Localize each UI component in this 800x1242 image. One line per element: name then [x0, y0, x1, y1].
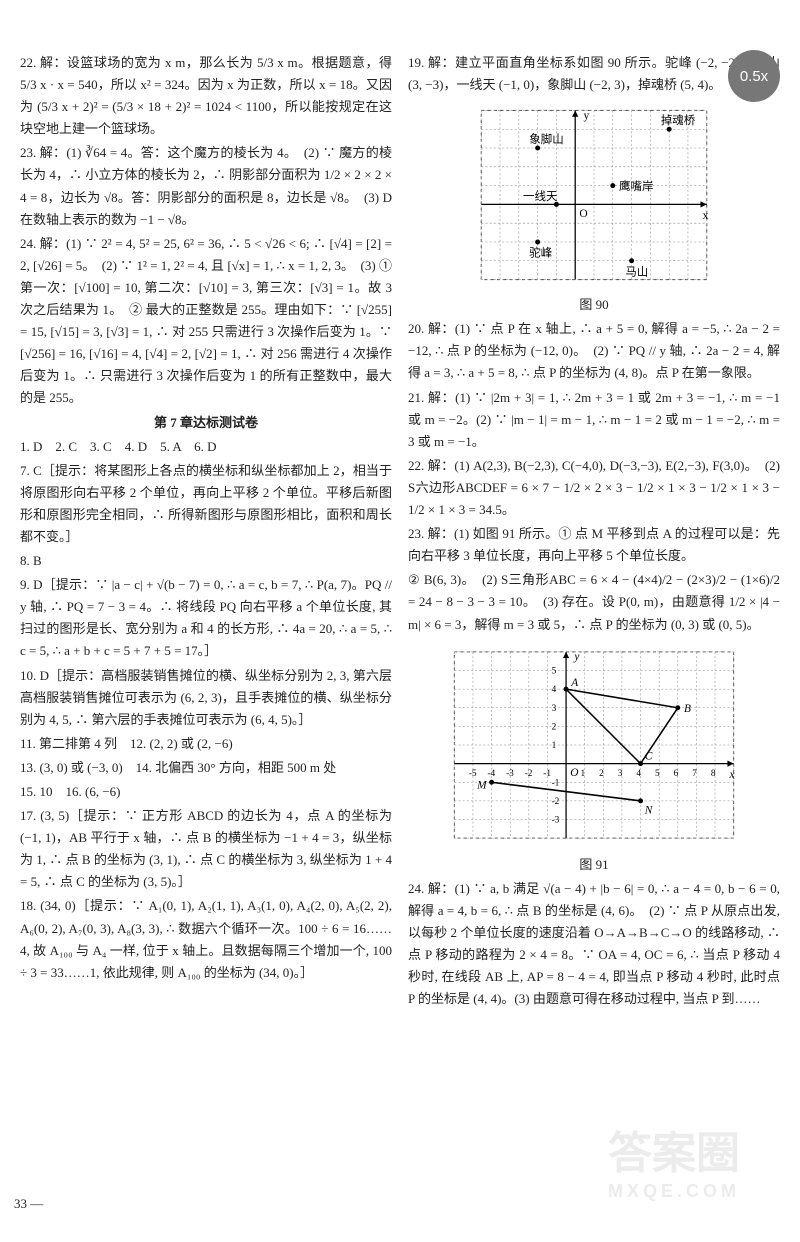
svg-text:-3: -3	[552, 815, 560, 825]
svg-text:马山: 马山	[625, 266, 648, 279]
svg-text:6: 6	[674, 769, 679, 779]
problem-19: 19. 解：建立平面直角坐标系如图 90 所示。驼峰 (−2, −2)，马山 (…	[408, 52, 780, 96]
answer-9: 9. D［提示：∵ |a − c| + √(b − 7) = 0, ∴ a = …	[20, 574, 392, 662]
figure-91: -5 -4 -3 -2 -1 1 2 3 4 5 6 7 8 -3 -2 -1 1 2 3 4 5 A B C M N Ox y	[444, 640, 744, 850]
svg-text:3: 3	[618, 769, 623, 779]
svg-text:x: x	[729, 769, 735, 781]
answers-11-12: 11. 第二排第 4 列 12. (2, 2) 或 (2, −6)	[20, 733, 392, 755]
wm-line2: MXQE.COM	[608, 1181, 740, 1202]
chapter-title: 第 7 章达标测试卷	[20, 412, 392, 434]
svg-text:4: 4	[552, 685, 557, 695]
svg-text:-2: -2	[552, 797, 560, 807]
svg-text:-5: -5	[469, 769, 477, 779]
answer-7: 7. C［提示：将某图形上各点的横坐标和纵坐标都加上 2，相当于将原图形向右平移…	[20, 460, 392, 548]
problem-23: 23. 解：(1) ∛64 = 4。答：这个魔方的棱长为 4。 (2) ∵ 魔方…	[20, 142, 392, 230]
svg-text:M: M	[476, 779, 487, 791]
problem-23b: ② B(6, 3)。 (2) S三角形ABC = 6 × 4 − (4×4)/2…	[408, 569, 780, 635]
page-number: 33 —	[14, 1196, 43, 1212]
answer-18: 18. (34, 0)［提示：∵ A₁(0, 1), A₂(1, 1), A₃(…	[20, 895, 392, 983]
figure-91-caption: 图 91	[408, 854, 780, 876]
problem-22: 22. 解：设篮球场的宽为 x m，那么长为 5/3 x m。根据题意，得 5/…	[20, 52, 392, 140]
answers-15-16: 15. 10 16. (6, −6)	[20, 781, 392, 803]
svg-text:A: A	[570, 677, 578, 689]
page-container: 22. 解：设篮球场的宽为 x m，那么长为 5/3 x m。根据题意，得 5/…	[0, 0, 800, 1032]
svg-text:掉魂桥: 掉魂桥	[661, 113, 696, 127]
svg-text:2: 2	[599, 769, 604, 779]
svg-text:x: x	[703, 210, 709, 222]
svg-text:1: 1	[552, 741, 557, 751]
right-column: 19. 解：建立平面直角坐标系如图 90 所示。驼峰 (−2, −2)，马山 (…	[408, 50, 780, 1012]
problem-20: 20. 解：(1) ∵ 点 P 在 x 轴上, ∴ a + 5 = 0, 解得 …	[408, 318, 780, 384]
svg-text:-1: -1	[552, 778, 560, 788]
problem-24r: 24. 解：(1) ∵ a, b 满足 √(a − 4) + |b − 6| =…	[408, 878, 780, 1011]
svg-text:一线天: 一线天	[523, 189, 558, 203]
svg-text:-3: -3	[506, 769, 514, 779]
svg-text:O: O	[579, 208, 587, 220]
figure-90: 象脚山 掉魂桥一线天 鹰嘴岸驼峰马山 Ox y	[464, 100, 724, 290]
svg-text:7: 7	[692, 769, 697, 779]
problem-21: 21. 解：(1) ∵ |2m + 3| = 1, ∴ 2m + 3 = 1 或…	[408, 387, 780, 453]
problem-23a: 23. 解：(1) 如图 91 所示。① 点 M 平移到点 A 的过程可以是：先…	[408, 523, 780, 567]
svg-text:象脚山: 象脚山	[529, 132, 563, 146]
svg-text:-1: -1	[543, 769, 551, 779]
svg-text:1: 1	[581, 769, 586, 779]
left-column: 22. 解：设篮球场的宽为 x m，那么长为 5/3 x m。根据题意，得 5/…	[20, 50, 392, 1012]
svg-text:驼峰: 驼峰	[529, 246, 552, 260]
answer-10: 10. D［提示：高档服装销售摊位的横、纵坐标分别为 2, 3, 第六层高档服装…	[20, 665, 392, 731]
svg-text:B: B	[684, 702, 691, 714]
svg-text:4: 4	[636, 769, 641, 779]
problem-22r: 22. 解：(1) A(2,3), B(−2,3), C(−4,0), D(−3…	[408, 455, 780, 521]
answers-1-6: 1. D 2. C 3. C 4. D 5. A 6. D	[20, 436, 392, 458]
svg-text:-2: -2	[525, 769, 533, 779]
svg-text:N: N	[644, 804, 654, 816]
svg-text:y: y	[584, 110, 590, 122]
svg-text:8: 8	[711, 769, 716, 779]
answers-13-14: 13. (3, 0) 或 (−3, 0) 14. 北偏西 30° 方向，相距 5…	[20, 757, 392, 779]
answer-8: 8. B	[20, 550, 392, 572]
svg-text:3: 3	[552, 703, 557, 713]
problem-24: 24. 解：(1) ∵ 2² = 4, 5² = 25, 6² = 36, ∴ …	[20, 233, 392, 410]
svg-text:y: y	[573, 651, 580, 663]
svg-text:C: C	[645, 750, 653, 762]
svg-text:O: O	[570, 767, 578, 779]
svg-text:5: 5	[655, 769, 660, 779]
svg-text:鹰嘴岸: 鹰嘴岸	[619, 179, 653, 193]
watermark: 答案圈 MXQE.COM	[608, 1117, 740, 1202]
svg-text:2: 2	[552, 722, 557, 732]
answer-17: 17. (3, 5)［提示：∵ 正方形 ABCD 的边长为 4，点 A 的坐标为…	[20, 805, 392, 893]
figure-90-caption: 图 90	[408, 294, 780, 316]
svg-text:-4: -4	[487, 769, 495, 779]
wm-line1: 答案圈	[608, 1129, 740, 1178]
zoom-badge: 0.5x	[728, 50, 780, 102]
svg-text:5: 5	[552, 666, 557, 676]
